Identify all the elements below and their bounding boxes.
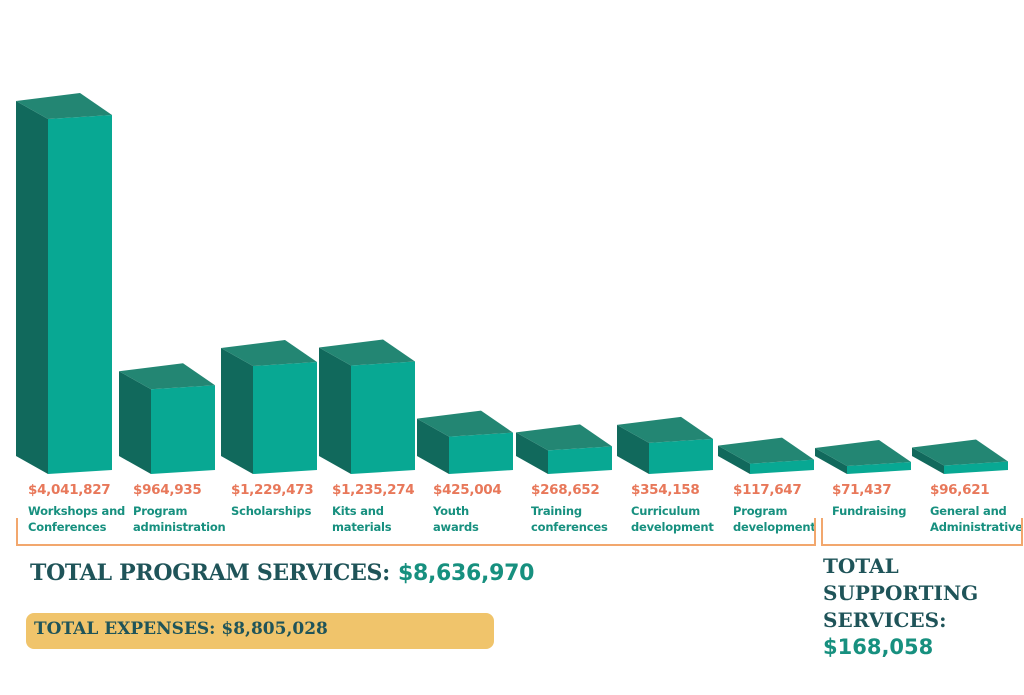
bar [516, 424, 612, 474]
program-services-bracket [16, 518, 816, 546]
bar-front-face [48, 115, 112, 474]
bar-top-face [718, 437, 814, 464]
bar-top-face [119, 363, 215, 390]
bar-side-face [617, 424, 649, 474]
category-label: Kits and materials [332, 504, 392, 534]
category-label: Program administration [133, 504, 226, 534]
bar-side-face [417, 418, 449, 474]
bar [221, 340, 317, 474]
bar-front-face [548, 446, 612, 474]
bar-front-face [351, 361, 415, 474]
bar-front-face [253, 362, 317, 474]
bar-side-face [221, 348, 253, 474]
bar [912, 439, 1008, 474]
total-support-line2: SUPPORTING [823, 581, 979, 605]
bar-top-face [912, 439, 1008, 466]
total-program-services: TOTAL PROGRAM SERVICES: $8,636,970 [30, 560, 534, 586]
category-label: Training conferences [531, 504, 608, 534]
bar-top-face [815, 440, 911, 466]
bar-side-face [319, 347, 351, 474]
bar [417, 410, 513, 474]
value-label: $71,437 [832, 482, 892, 498]
bar-top-face [319, 339, 415, 366]
value-label: $964,935 [133, 482, 202, 498]
bar-side-face [516, 432, 548, 474]
total-expenses-label: TOTAL EXPENSES: [34, 619, 216, 639]
bars-group [16, 93, 1008, 474]
supporting-services-bracket [821, 518, 1023, 546]
bar-side-face [815, 448, 847, 474]
category-label: Curriculum development [631, 504, 714, 534]
bar-top-face [16, 93, 112, 119]
bar-side-face [119, 371, 151, 474]
bar [16, 93, 112, 474]
total-expenses-box: TOTAL EXPENSES: $8,805,028 [26, 613, 494, 649]
bar-front-face [944, 461, 1008, 474]
value-label: $425,004 [433, 482, 502, 498]
bar-top-face [516, 424, 612, 451]
bar [119, 363, 215, 474]
category-label: Workshops and Conferences [28, 504, 126, 534]
category-label: General and Administrative [930, 504, 1023, 534]
bar-side-face [16, 101, 48, 474]
total-support-line1: TOTAL [823, 554, 899, 578]
bar [319, 339, 415, 474]
category-label: Fundraising [832, 504, 907, 518]
total-support-line3: SERVICES: [823, 608, 947, 632]
total-support-amount: $168,058 [823, 635, 934, 659]
bar-top-face [221, 340, 317, 367]
category-label: Scholarships [231, 504, 312, 518]
value-label: $1,235,274 [332, 482, 415, 498]
bar-side-face [912, 447, 944, 474]
category-label: Youth awards [433, 504, 479, 534]
value-label: $4,041,827 [28, 482, 111, 498]
bar [617, 416, 713, 474]
bar-top-face [417, 410, 513, 437]
value-label: $96,621 [930, 482, 990, 498]
bar-front-face [649, 438, 713, 474]
total-supporting-services: TOTAL SUPPORTING SERVICES: $168,058 [823, 553, 978, 661]
bar [815, 440, 911, 474]
bar-front-face [449, 432, 513, 474]
bar-front-face [151, 385, 215, 474]
bar-front-face [750, 459, 814, 474]
bar-side-face [718, 445, 750, 474]
total-expenses-amount: $8,805,028 [221, 619, 328, 639]
total-program-amount: $8,636,970 [397, 561, 535, 586]
bar [718, 437, 814, 474]
value-label: $268,652 [531, 482, 600, 498]
value-label: $1,229,473 [231, 482, 314, 498]
total-program-label: TOTAL PROGRAM SERVICES: [30, 560, 390, 586]
value-label: $117,647 [733, 482, 802, 498]
bar-top-face [617, 416, 713, 443]
category-label: Program development [733, 504, 816, 534]
value-label: $354,158 [631, 482, 700, 498]
